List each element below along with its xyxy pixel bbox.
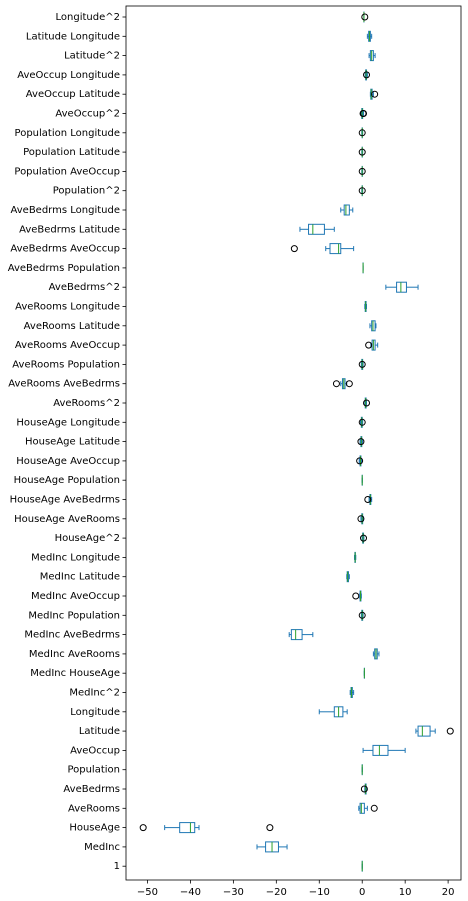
y-tick-label: Latitude xyxy=(79,726,120,737)
y-tick-label: Population Latitude xyxy=(23,147,120,158)
y-tick-label: HouseAge xyxy=(69,823,120,834)
plot-area xyxy=(126,6,461,880)
y-tick-label: HouseAge AveOccup xyxy=(16,456,120,467)
y-tick-label: AveBedrms Latitude xyxy=(19,224,120,235)
y-tick-label: MedInc^2 xyxy=(69,688,120,699)
x-tick-label: −30 xyxy=(223,887,244,898)
x-tick-label: 10 xyxy=(399,887,412,898)
y-tick-label: Population xyxy=(67,765,120,776)
y-tick-label: MedInc HouseAge xyxy=(30,668,120,679)
y-tick-label: AveOccup Longitude xyxy=(17,70,120,81)
y-tick-label: MedInc AveRooms xyxy=(29,649,120,660)
y-tick-label: HouseAge^2 xyxy=(55,533,120,544)
x-tick-label: −50 xyxy=(137,887,158,898)
y-tick-label: AveRooms Population xyxy=(12,359,120,370)
y-tick-label: AveOccup^2 xyxy=(55,109,120,120)
x-tick-label: −10 xyxy=(309,887,330,898)
y-tick-label: Population Longitude xyxy=(15,128,120,139)
y-tick-label: AveRooms Latitude xyxy=(24,321,120,332)
box-group xyxy=(365,302,367,312)
y-tick-label: Longitude^2 xyxy=(56,12,120,23)
y-tick-label: Population AveOccup xyxy=(14,166,120,177)
x-tick-label: 20 xyxy=(442,887,455,898)
y-tick-label: AveOccup Latitude xyxy=(26,89,120,100)
y-tick-label: AveRooms AveOccup xyxy=(15,340,120,351)
y-tick-label: AveRooms Longitude xyxy=(15,302,120,313)
y-tick-label: Latitude Longitude xyxy=(26,31,120,42)
y-tick-label: MedInc AveOccup xyxy=(31,591,120,602)
y-tick-label: 1 xyxy=(114,861,120,872)
y-tick-label: AveBedrms xyxy=(63,784,120,795)
y-tick-label: HouseAge Longitude xyxy=(16,417,120,428)
y-tick-label: AveOccup xyxy=(70,745,120,756)
y-axis: Longitude^2 Latitude Longitude Latitude^2 A… xyxy=(8,12,126,872)
y-tick-label: AveRooms xyxy=(68,803,120,814)
y-tick-label: MedInc Latitude xyxy=(40,572,120,583)
y-tick-label: Latitude^2 xyxy=(64,51,120,62)
y-tick-label: AveRooms^2 xyxy=(53,398,120,409)
x-tick-label: −40 xyxy=(180,887,201,898)
y-tick-label: MedInc Longitude xyxy=(31,552,120,563)
y-tick-label: HouseAge Latitude xyxy=(25,437,120,448)
x-tick-label: −20 xyxy=(266,887,287,898)
box-group xyxy=(354,552,355,562)
x-tick-label: 0 xyxy=(359,887,365,898)
y-tick-label: HouseAge Population xyxy=(14,475,120,486)
x-axis: −50 −40 −30 −20 −10 0 10 20 xyxy=(137,880,455,898)
y-tick-label: HouseAge AveRooms xyxy=(14,514,120,525)
y-tick-label: AveBedrms^2 xyxy=(49,282,120,293)
y-tick-label: HouseAge AveBedrms xyxy=(10,495,120,506)
y-tick-label: AveRooms AveBedrms xyxy=(8,379,120,390)
y-tick-label: MedInc xyxy=(84,842,120,853)
y-tick-label: AveBedrms Population xyxy=(8,263,120,274)
y-tick-label: AveBedrms AveOccup xyxy=(10,244,120,255)
y-tick-label: Longitude xyxy=(70,707,120,718)
y-tick-label: AveBedrms Longitude xyxy=(11,205,121,216)
y-tick-label: MedInc AveBedrms xyxy=(24,630,120,641)
y-tick-label: Population^2 xyxy=(53,186,120,197)
y-tick-label: MedInc Population xyxy=(28,610,120,621)
box-group xyxy=(347,572,350,582)
